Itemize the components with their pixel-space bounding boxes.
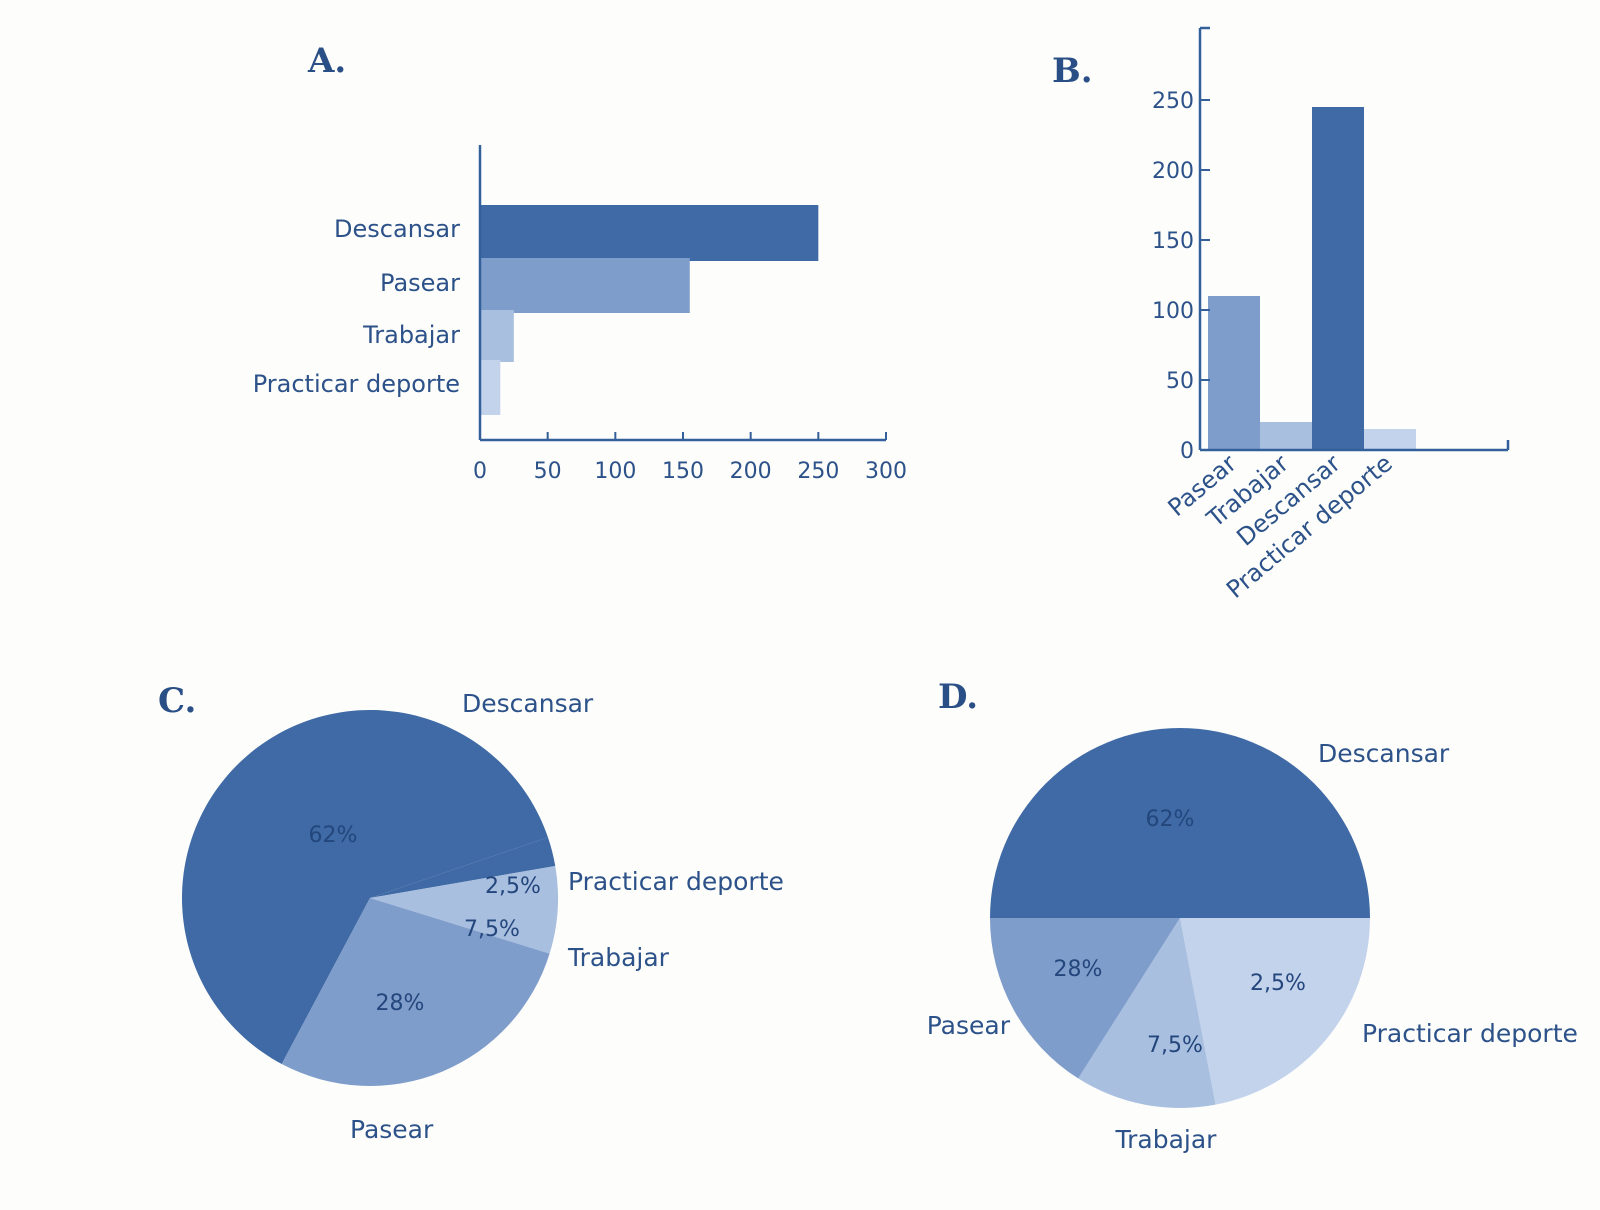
bar-b-trabajar: [1260, 422, 1312, 450]
slice-label-d-descansar: Descansar: [1318, 739, 1450, 768]
tick-label-a-300: 300: [865, 459, 907, 484]
panel-d-letter: D.: [938, 677, 978, 717]
slice-label-c-pasear: Pasear: [350, 1115, 434, 1144]
bar-a-trabajar: [480, 310, 514, 362]
tick-label-b-200: 200: [1152, 159, 1194, 184]
pct-label-d-trabajar: 7,5%: [1147, 1033, 1203, 1058]
slice-c-descansar: [181, 709, 548, 1064]
bar-a-descansar: [480, 205, 819, 261]
tick-label-b-0: 0: [1180, 439, 1194, 464]
pct-label-d-descansar: 62%: [1146, 807, 1195, 832]
tick-label-a-200: 200: [730, 459, 772, 484]
bar-b-descansar: [1312, 107, 1364, 450]
bar-b-practicar-deporte: [1364, 429, 1416, 450]
tick-label-a-150: 150: [662, 459, 704, 484]
bar-a-label-trabajar: Trabajar: [362, 321, 460, 349]
slice-label-d-pasear: Pasear: [927, 1011, 1011, 1040]
pct-label-c-pasear: 28%: [376, 991, 425, 1016]
tick-label-a-250: 250: [797, 459, 839, 484]
slice-label-c-descansar: Descansar: [462, 689, 594, 718]
pct-label-d-practicar-deporte: 2,5%: [1250, 971, 1306, 996]
slice-label-d-practicar-deporte: Practicar deporte: [1362, 1019, 1578, 1048]
slice-label-d-trabajar: Trabajar: [1115, 1125, 1218, 1154]
pct-label-c-practicar-deporte: 2,5%: [485, 874, 541, 899]
tick-label-b-50: 50: [1166, 369, 1194, 394]
chart-d-pie: 62% Descansar 2,5% Practicar deporte 7,5% Tra…: [927, 728, 1578, 1154]
slice-c-pasear: [281, 898, 550, 1086]
tick-label-a-100: 100: [594, 459, 636, 484]
slice-d-pasear: [990, 918, 1180, 1079]
slice-d-descansar: [990, 728, 1370, 918]
pct-label-c-descansar: 62%: [309, 823, 358, 848]
pct-label-d-pasear: 28%: [1054, 957, 1103, 982]
bar-a-label-practicar-deporte: Practicar deporte: [253, 370, 460, 398]
slice-d-trabajar: [1078, 918, 1216, 1108]
slice-label-c-practicar-deporte: Practicar deporte: [568, 867, 784, 896]
panel-a-letter: A.: [307, 41, 346, 81]
tick-label-b-150: 150: [1152, 229, 1194, 254]
bar-a-label-descansar: Descansar: [334, 215, 460, 243]
chart-a-horizontal-bar: Descansar Pasear Trabajar Practicar deporte…: [253, 145, 907, 484]
tick-label-b-100: 100: [1152, 299, 1194, 324]
slice-label-c-trabajar: Trabajar: [567, 943, 670, 972]
tick-label-a-50: 50: [534, 459, 562, 484]
panel-b-letter: B.: [1052, 51, 1093, 91]
slice-c-trabajar: [370, 866, 558, 954]
slice-d-practicar-deporte: [1180, 918, 1370, 1105]
slice-c-practicar-deporte: [370, 837, 556, 898]
bar-a-pasear: [480, 258, 690, 313]
tick-label-b-250: 250: [1152, 89, 1194, 114]
bar-a-practicar-deporte: [480, 360, 501, 415]
bar-b-pasear: [1208, 296, 1260, 450]
chart-c-pie: 62% Descansar 2,5% Practicar deporte 7,5% Tra…: [181, 689, 784, 1144]
pct-label-c-trabajar: 7,5%: [464, 917, 520, 942]
bar-a-label-pasear: Pasear: [380, 269, 460, 297]
tick-label-a-0: 0: [473, 459, 487, 484]
panel-c-letter: C.: [158, 681, 196, 721]
